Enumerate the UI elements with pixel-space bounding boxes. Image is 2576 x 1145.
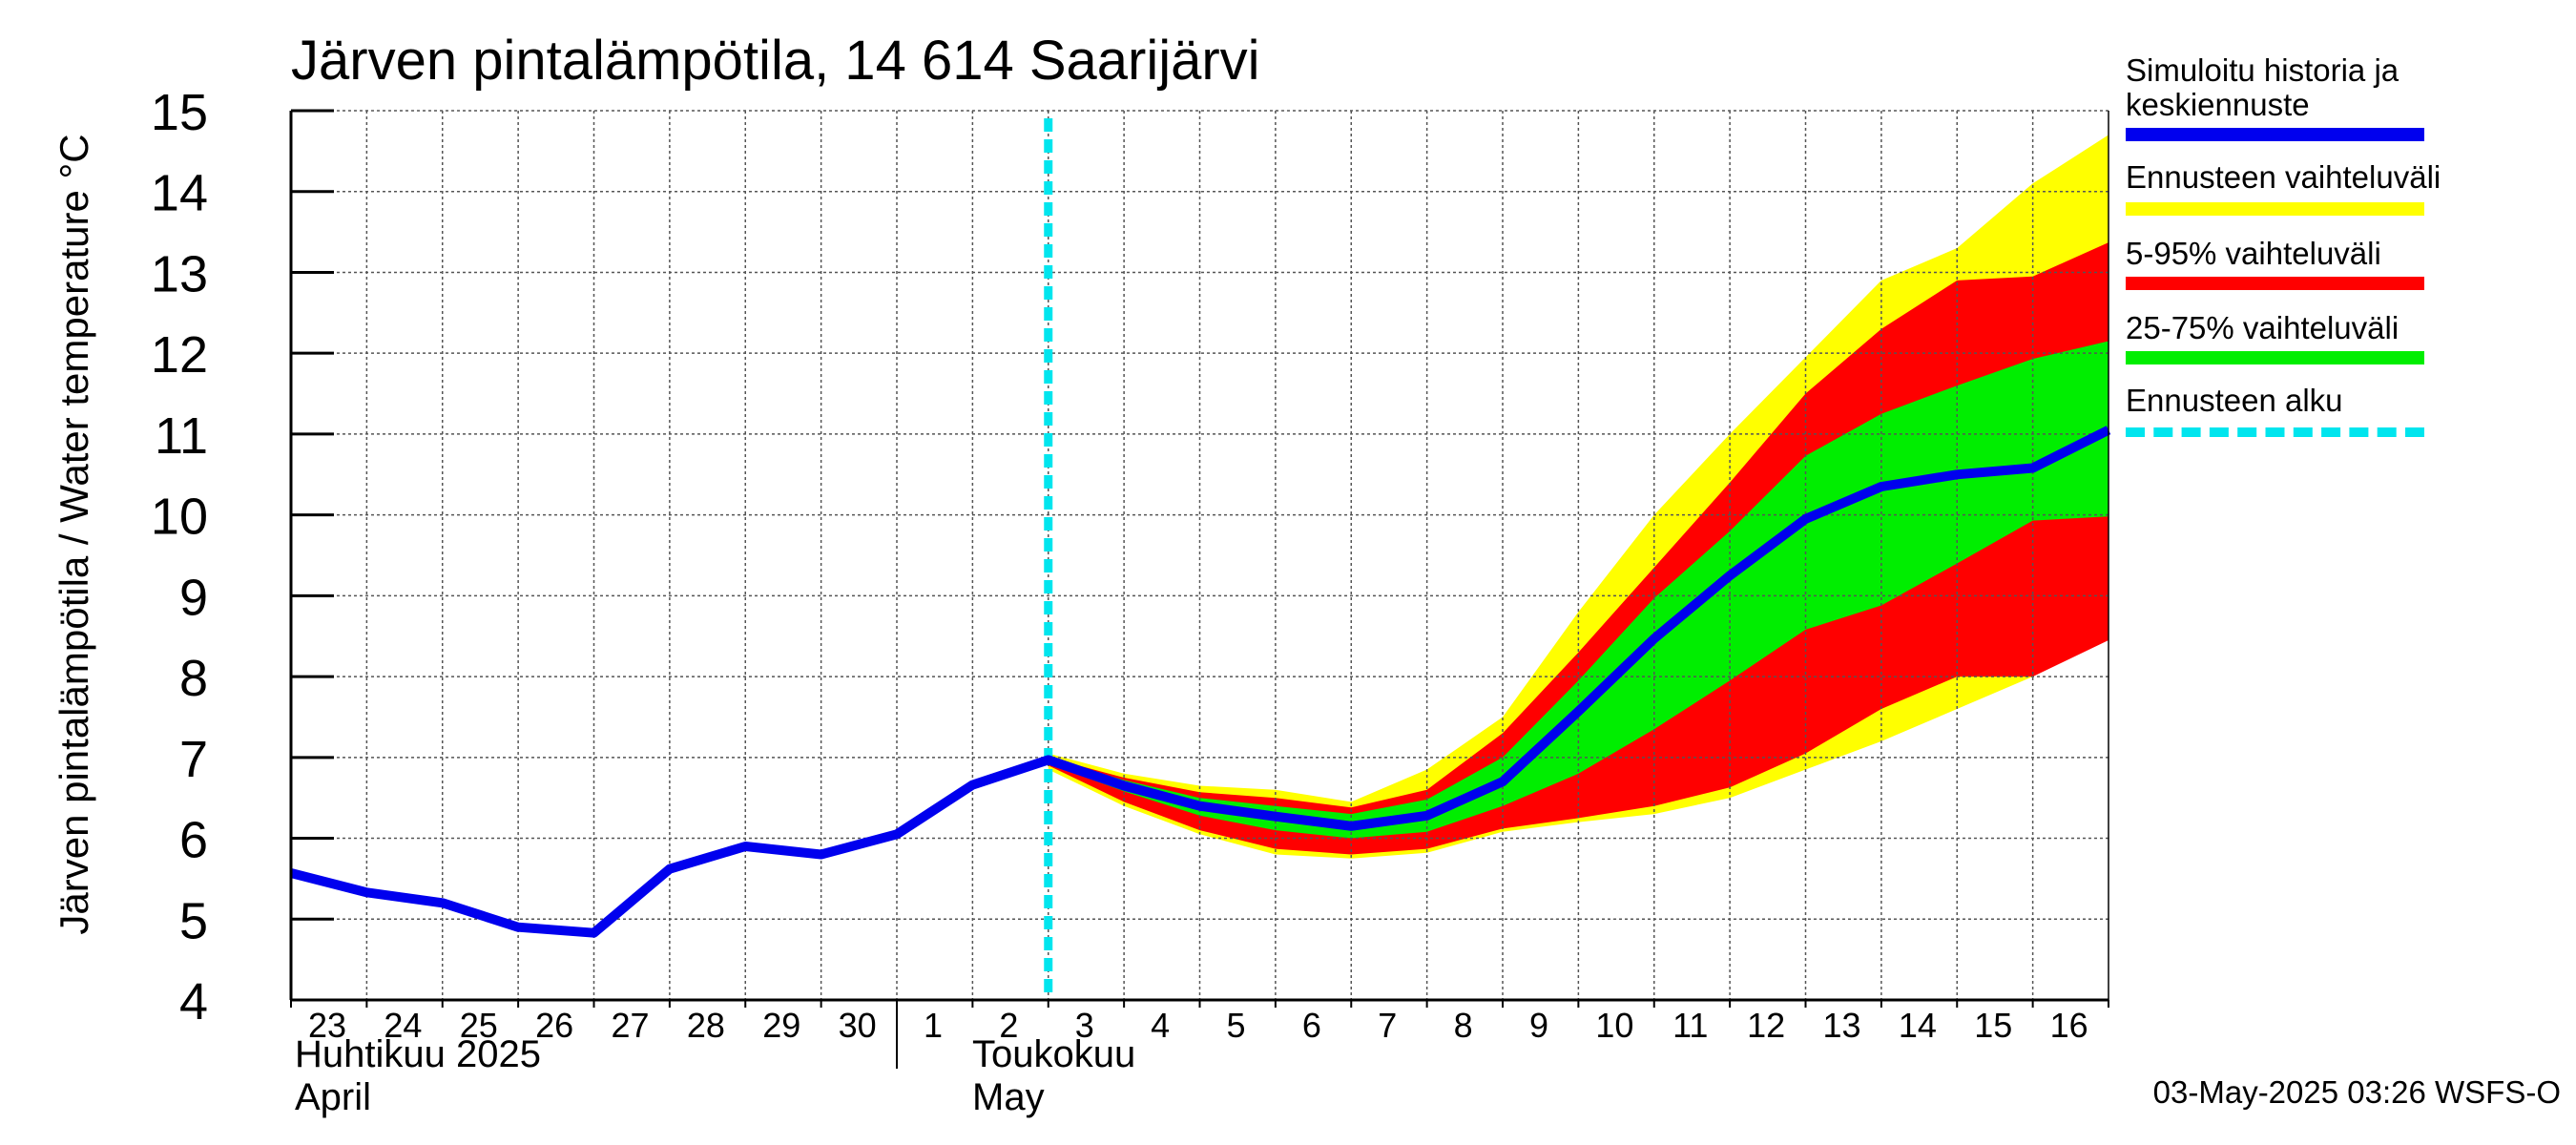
grid — [291, 110, 2109, 1000]
y-tick-label: 9 — [179, 569, 208, 626]
legend-swatch-25-75 — [2126, 351, 2424, 364]
x-tick-label: 26 — [535, 1006, 573, 1045]
x-tick-label: 8 — [1454, 1006, 1473, 1045]
y-tick-label: 7 — [179, 731, 208, 788]
band-25-75 — [1048, 341, 2109, 839]
x-tick-label: 10 — [1595, 1006, 1633, 1045]
y-tick-label: 14 — [151, 165, 208, 222]
axes — [289, 109, 2109, 1069]
legend-label-25-75: 25-75% vaihteluväli — [2126, 310, 2399, 345]
month-label-april-en: April — [295, 1076, 372, 1118]
series-line-mean — [289, 426, 2111, 938]
legend-swatch-range — [2126, 202, 2424, 216]
x-tick-label: 3 — [1075, 1006, 1094, 1045]
y-tick-label: 13 — [151, 245, 208, 302]
x-tick-label: 27 — [611, 1006, 649, 1045]
x-tick-label: 2 — [999, 1006, 1018, 1045]
y-tick-label: 10 — [151, 489, 208, 546]
y-tick-label: 12 — [151, 326, 208, 384]
band-5-95 — [1048, 242, 2109, 855]
x-tick-label: 16 — [2050, 1006, 2088, 1045]
month-label-april-fi: Huhtikuu 2025 — [295, 1033, 541, 1075]
forecast-bands — [1048, 135, 2109, 859]
x-tick-label: 14 — [1899, 1006, 1937, 1045]
x-tick-label: 1 — [924, 1006, 943, 1045]
legend-swatch-forecast-start — [2126, 427, 2424, 437]
y-tick-label: 4 — [179, 973, 208, 1030]
chart-title: Järven pintalämpötila, 14 614 Saarijärvi — [291, 30, 1260, 92]
y-tick-label: 6 — [179, 812, 208, 869]
x-tick-label: 29 — [762, 1006, 800, 1045]
legend-label-range: Ennusteen vaihteluväli — [2126, 159, 2441, 195]
timestamp: 03-May-2025 03:26 WSFS-O — [2152, 1074, 2561, 1110]
x-tick-label: 9 — [1529, 1006, 1548, 1045]
x-tick-label: 7 — [1378, 1006, 1397, 1045]
y-tick-label: 15 — [151, 84, 208, 141]
x-tick-label: 13 — [1822, 1006, 1860, 1045]
legend-label-history: Simuloitu historia ja keskiennuste — [2126, 52, 2399, 122]
x-tick-label: 25 — [460, 1006, 498, 1045]
x-tick-label: 5 — [1226, 1006, 1245, 1045]
y-tick-label: 11 — [155, 407, 208, 465]
x-tick-label: 6 — [1302, 1006, 1321, 1045]
y-tick-label: 5 — [179, 892, 208, 949]
x-tick-label: 4 — [1151, 1006, 1170, 1045]
month-label-may-fi: Toukokuu — [972, 1033, 1136, 1075]
x-tick-label: 30 — [839, 1006, 877, 1045]
x-tick-label: 28 — [687, 1006, 725, 1045]
month-label-may-en: May — [972, 1076, 1045, 1118]
y-tick-label: 8 — [179, 650, 208, 707]
x-tick-label: 15 — [1974, 1006, 2012, 1045]
legend-swatch-5-95 — [2126, 277, 2424, 290]
legend-label-5-95: 5-95% vaihteluväli — [2126, 236, 2381, 271]
x-tick-label: 23 — [308, 1006, 346, 1045]
x-tick-label: 24 — [384, 1006, 422, 1045]
x-tick-label: 11 — [1672, 1006, 1708, 1045]
series-lines — [289, 426, 2111, 938]
legend-swatch-history — [2126, 128, 2424, 141]
y-axis-label-wrap: Järven pintalämpötila / Water temperatur… — [46, 57, 103, 1011]
x-tick-label: 12 — [1747, 1006, 1785, 1045]
y-axis-label: Järven pintalämpötila / Water temperatur… — [52, 134, 96, 935]
legend-label-forecast-start: Ennusteen alku — [2126, 383, 2343, 418]
